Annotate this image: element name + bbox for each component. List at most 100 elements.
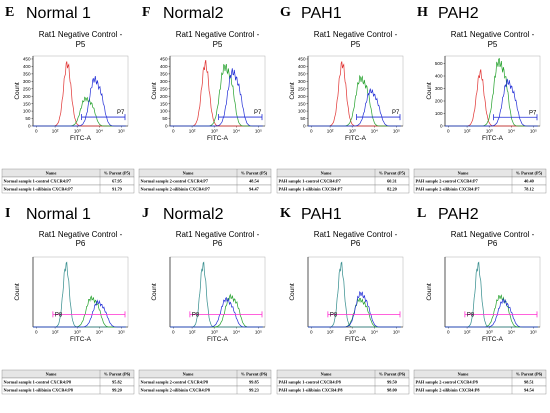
plot-subtitle: P6: [351, 239, 361, 248]
panel-j: J Normal2 Rat1 Negative Control -P6 Count 0 1…: [138, 206, 272, 395]
table-cell-name: Normal sample 1-control CXCR4:P7: [4, 179, 72, 184]
histogram-silibinin-blue: [170, 68, 263, 127]
table-row: [276, 385, 410, 395]
gate-label: P8: [330, 312, 338, 318]
x-tick-label: 0: [310, 330, 313, 335]
y-tick-label: 200: [23, 94, 31, 99]
panel-letter: F: [142, 5, 151, 20]
panel-letter: J: [142, 206, 149, 221]
x-tick-label: 10²: [327, 129, 334, 134]
x-tick-label: 0: [172, 129, 175, 134]
x-tick-label: 10²: [52, 129, 59, 134]
plot-title: Rat1 Negative Control -: [314, 30, 398, 39]
y-tick-label: 400: [160, 64, 168, 69]
x-tick-label: 10⁴: [371, 330, 378, 335]
x-tick-label: 10³: [74, 129, 81, 134]
histogram-control-green: [33, 295, 126, 328]
x-tick-label: 10⁴: [233, 330, 240, 335]
table-row: [413, 184, 547, 194]
y-tick-label: 0: [440, 124, 443, 129]
y-tick-label: 300: [298, 79, 306, 84]
histogram-silibinin-blue: [308, 88, 401, 127]
plot-subtitle: P6: [76, 239, 86, 248]
plot-title: Rat1 Negative Control -: [451, 30, 535, 39]
stats-table: Name % Parent (P6) PAH sample 2-control CX…: [413, 369, 547, 395]
y-tick-label: 100: [435, 111, 443, 116]
x-tick-label: 0: [35, 330, 38, 335]
gate-label: P8: [55, 312, 63, 318]
plot-subtitle: P6: [488, 239, 498, 248]
sample-name: Normal 1: [26, 5, 91, 22]
table-cell-name: PAH sample 2-silibinin CXCR4:P7: [416, 187, 481, 192]
table-cell-name: Normal sample 2-silibinin CXCR4:P7: [141, 187, 211, 192]
table-row: [1, 385, 135, 395]
histogram-silibinin-blue: [170, 296, 263, 328]
plot-frame: [307, 256, 404, 328]
table-header-parent: % Parent (P5): [379, 171, 406, 176]
table-header-parent: % Parent (P6): [516, 372, 543, 377]
table-header-name: Name: [321, 171, 332, 176]
histogram-control-green: [445, 294, 538, 328]
table-cell-name: Normal sample 2-control CXCR4:P8: [141, 380, 209, 385]
y-tick-label: 400: [435, 74, 443, 79]
x-tick-label: 10⁵: [118, 330, 125, 335]
sample-name: PAH1: [301, 5, 342, 22]
x-tick-label: 0: [172, 330, 175, 335]
x-axis-label: FITC-A: [482, 135, 504, 142]
x-tick-label: 10⁴: [233, 129, 240, 134]
histogram-control-red: [308, 61, 401, 127]
y-tick-label: 350: [160, 71, 168, 76]
y-tick-label: 400: [298, 64, 306, 69]
x-axis-label: FITC-A: [207, 336, 229, 343]
x-tick-label: 10⁵: [530, 330, 537, 335]
histogram-control-green: [308, 74, 401, 127]
panel-letter: G: [280, 5, 291, 20]
histogram-control-red: [170, 59, 263, 127]
panel-letter: E: [5, 5, 14, 20]
x-tick-label: 10³: [211, 330, 218, 335]
y-tick-label: 200: [298, 94, 306, 99]
plot-subtitle: P5: [76, 40, 86, 49]
table-cell-value: 99.20: [112, 388, 122, 393]
table-cell-value: 91.79: [112, 187, 122, 192]
plot-subtitle: P5: [213, 40, 223, 49]
x-tick-label: 10³: [211, 129, 218, 134]
y-tick-label: 50: [300, 116, 306, 121]
y-tick-label: 50: [162, 116, 168, 121]
table-cell-value: 99.85: [249, 380, 259, 385]
panel-i: I Normal 1 Rat1 Negative Control -P6 Count 0…: [1, 206, 135, 395]
table-row: [276, 184, 410, 194]
table-cell-name: PAH sample 2-silibinin CXCR4:P8: [416, 388, 480, 393]
stats-table: Name % Parent (P5) Normal sample 1-control…: [1, 168, 135, 194]
gate-label: P8: [192, 312, 200, 318]
y-tick-label: 100: [298, 109, 306, 114]
gate-label: P7: [254, 110, 262, 116]
table-cell-value: 99.50: [387, 380, 397, 385]
stats-table: Name % Parent (P6) Normal sample 1-control…: [1, 369, 135, 395]
gate-label: P7: [392, 110, 400, 116]
x-tick-label: 10³: [349, 129, 356, 134]
table-header-name: Name: [183, 171, 194, 176]
x-axis-label: FITC-A: [70, 336, 92, 343]
histogram-control-green: [170, 293, 263, 328]
panel-e: E Normal 1 Rat1 Negative Control -P5 0 50 100…: [1, 5, 135, 194]
x-axis-label: FITC-A: [345, 336, 367, 343]
table-row: [138, 184, 272, 194]
table-cell-name: Normal sample 2-silibinin CXCR4:P8: [141, 388, 210, 393]
histogram-silibinin-blue: [33, 299, 126, 328]
table-header-name: Name: [46, 171, 57, 176]
table-header-name: Name: [46, 372, 57, 377]
x-axis-label: FITC-A: [70, 135, 92, 142]
x-tick-label: 10⁵: [255, 330, 262, 335]
x-tick-label: 10⁵: [530, 129, 537, 134]
panel-letter: K: [280, 206, 291, 221]
panel-h: H PAH2 Rat1 Negative Control -P5 0 100 200 300…: [413, 5, 547, 194]
stats-table: Name % Parent (P5) PAH sample 1-control CX…: [276, 168, 410, 194]
table-header-name: Name: [458, 171, 469, 176]
sample-name: Normal2: [163, 206, 224, 223]
plot-frame: [169, 55, 266, 127]
x-tick-label: 0: [447, 330, 450, 335]
plot-title: Rat1 Negative Control -: [176, 230, 260, 239]
y-tick-label: 100: [23, 109, 31, 114]
x-tick-label: 10⁵: [255, 129, 262, 134]
